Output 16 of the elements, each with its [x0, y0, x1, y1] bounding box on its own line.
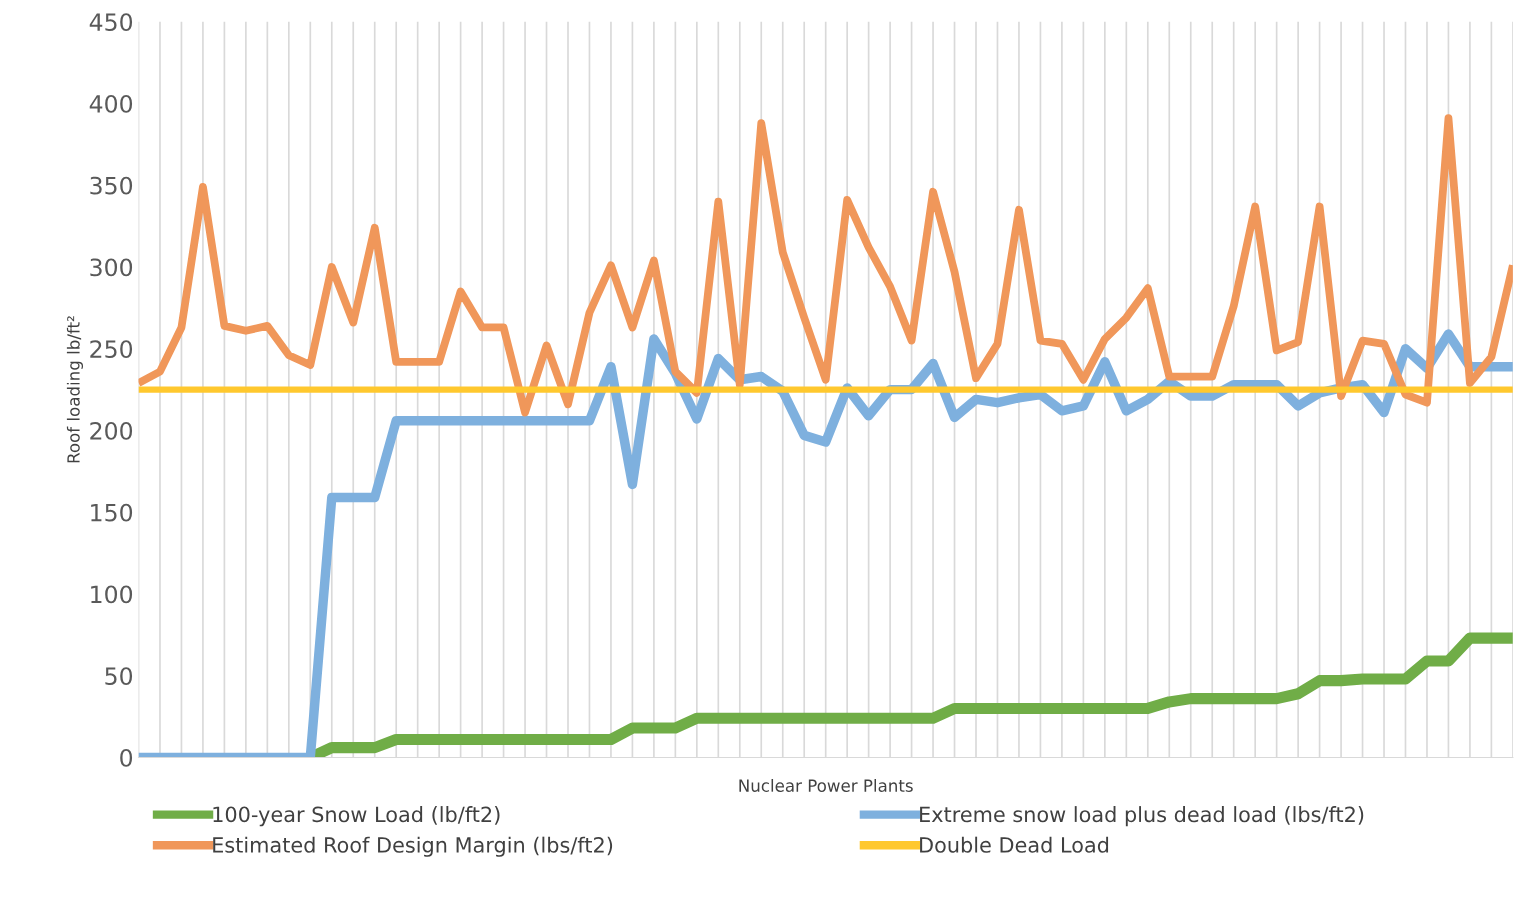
legend-label: Estimated Roof Design Margin (lbs/ft2): [213, 836, 613, 857]
y-tick-label: 150: [91, 503, 133, 522]
legend-label: Double Dead Load: [920, 836, 1109, 853]
y-tick-label: 450: [89, 13, 133, 32]
y-tick-label: 100: [91, 585, 133, 604]
y-tick-label: 50: [105, 667, 133, 686]
y-tick-label: 250: [90, 340, 133, 359]
y-tick-label: 200: [90, 421, 133, 440]
legend-label: Extreme snow load plus dead load (lbs/ft2): [920, 806, 1364, 827]
y-tick-label: 350: [90, 176, 133, 195]
y-tick-label: 0: [120, 748, 133, 767]
legend-label: 100-year Snow Load (lb/ft2): [213, 806, 500, 827]
y-tick-label: 400: [89, 94, 133, 113]
y-axis-title: Roof loading lb/ft²: [66, 316, 84, 463]
y-tick-label: 300: [90, 258, 133, 277]
x-axis-title: Nuclear Power Plants: [739, 779, 913, 792]
